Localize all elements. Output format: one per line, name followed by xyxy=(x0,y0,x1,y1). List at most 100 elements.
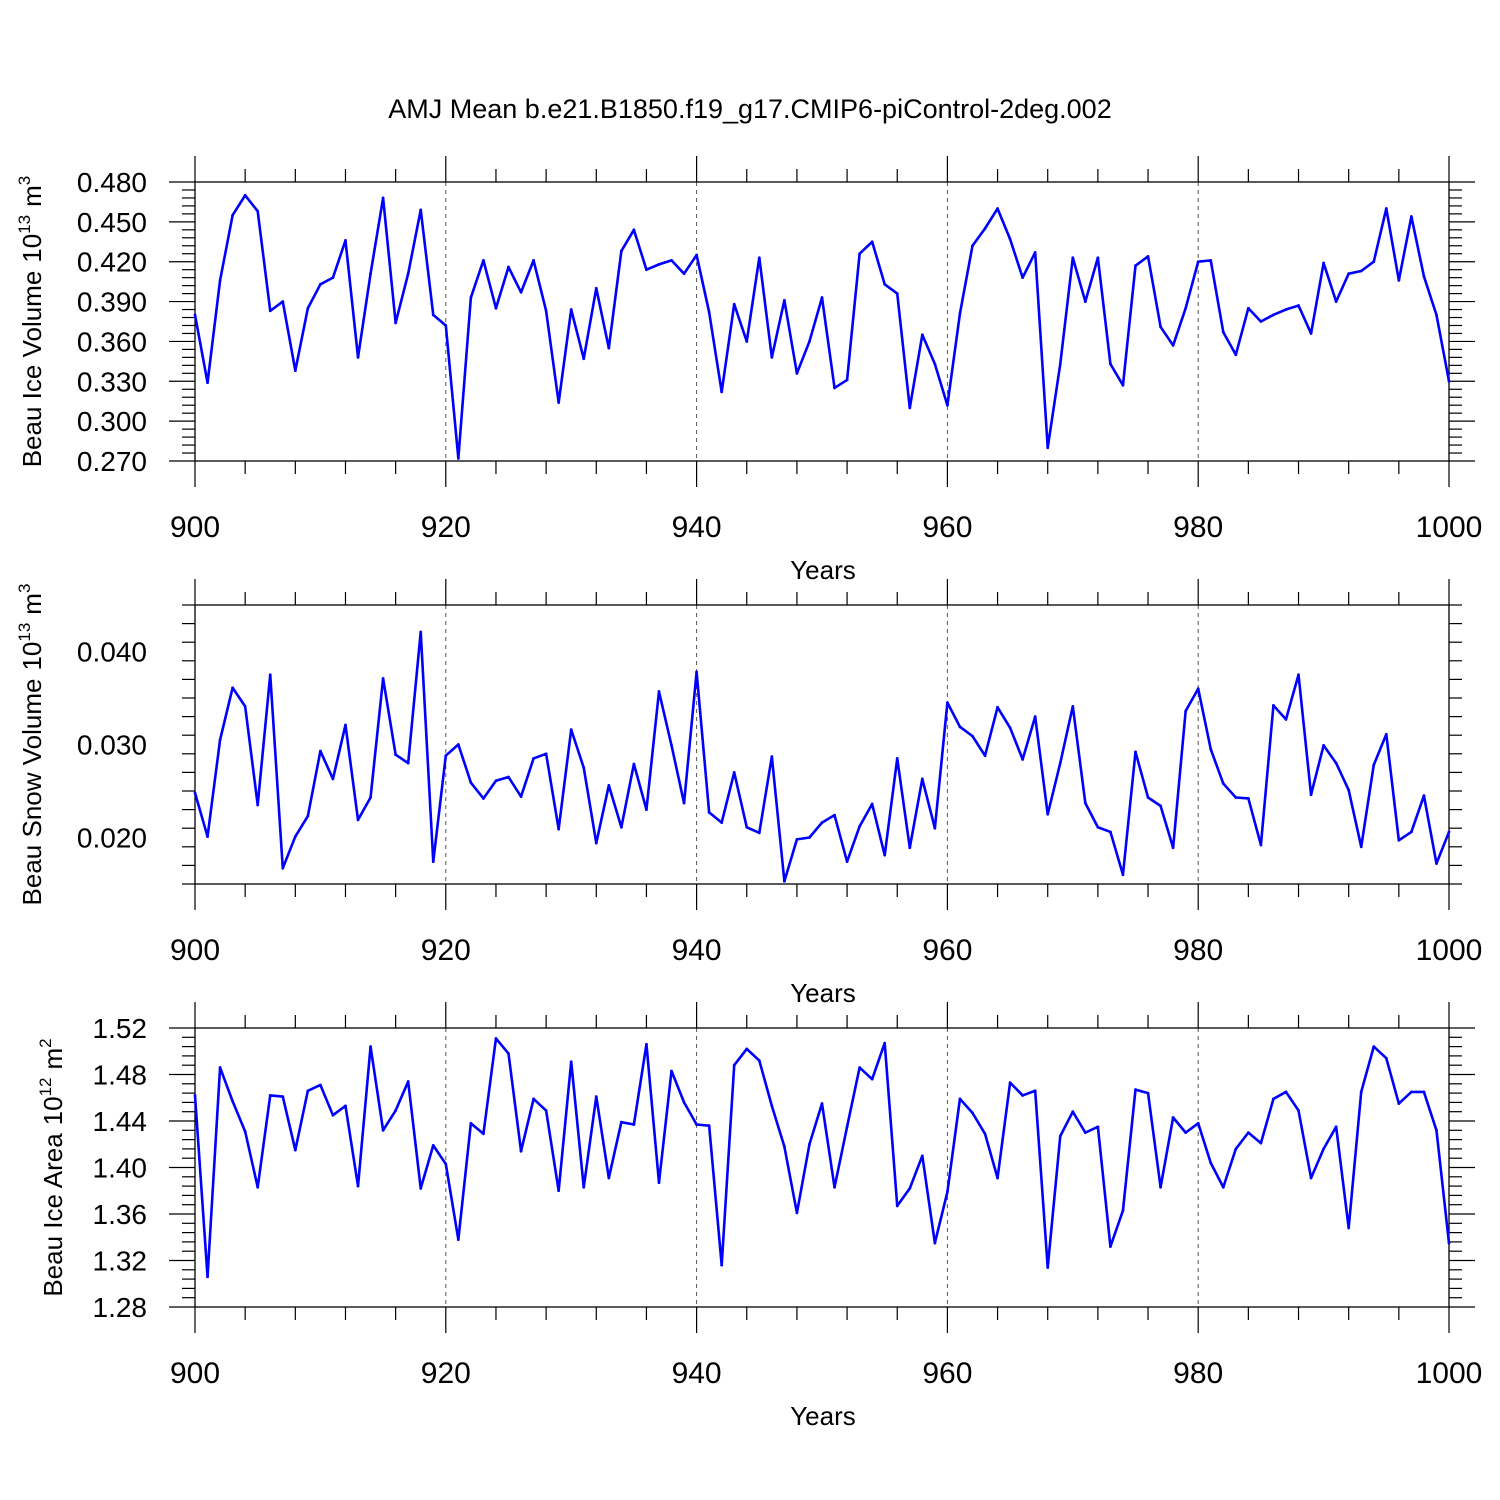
y-axis-label-unit-base: 10 xyxy=(17,234,47,263)
data-point xyxy=(770,355,774,359)
data-point xyxy=(306,814,310,818)
data-point xyxy=(820,296,824,299)
y-tick-label: 0.390 xyxy=(77,287,147,318)
data-point xyxy=(444,1162,448,1166)
data-point xyxy=(770,1104,774,1108)
data-point xyxy=(507,1052,510,1055)
data-point xyxy=(782,879,786,883)
data-point xyxy=(1033,251,1037,254)
data-point xyxy=(920,333,924,337)
data-point xyxy=(1184,1131,1188,1135)
data-point xyxy=(519,1149,523,1153)
data-point xyxy=(1008,237,1012,241)
y-axis-label-unit-m: m xyxy=(38,1048,68,1070)
y-tick-label: 0.450 xyxy=(77,207,147,238)
data-point xyxy=(1322,744,1325,747)
x-tick-label: 900 xyxy=(170,1357,220,1390)
data-point xyxy=(845,378,849,382)
data-point xyxy=(519,290,523,294)
data-point xyxy=(1083,300,1087,303)
data-point xyxy=(845,860,849,864)
data-point xyxy=(1209,747,1213,751)
data-point xyxy=(1397,278,1401,282)
y-axis-label-unit-exp: 13 xyxy=(15,623,34,642)
data-point xyxy=(1196,687,1200,691)
data-point xyxy=(1146,796,1150,799)
data-point xyxy=(920,1154,924,1158)
y-axis-label-name: Beau Snow Volume xyxy=(17,679,47,906)
data-point xyxy=(293,1148,297,1152)
data-point xyxy=(1334,1125,1338,1129)
data-point xyxy=(619,825,623,829)
data-point xyxy=(870,1077,874,1081)
data-point xyxy=(782,1145,786,1148)
data-point xyxy=(1159,1185,1162,1189)
data-point xyxy=(431,313,435,317)
data-point xyxy=(883,1041,887,1045)
data-point xyxy=(895,292,899,295)
data-point xyxy=(657,262,661,266)
data-point xyxy=(256,1185,260,1189)
data-point xyxy=(268,673,272,677)
data-point xyxy=(256,209,260,213)
y-axis-label-unit-pow: 3 xyxy=(15,176,34,185)
data-point xyxy=(1171,846,1175,850)
data-point xyxy=(1221,782,1225,785)
data-point xyxy=(657,1181,661,1185)
data-point xyxy=(1259,1141,1263,1145)
data-point xyxy=(1435,862,1438,865)
data-point xyxy=(1171,1116,1175,1119)
y-axis-label-unit-exp: 13 xyxy=(15,215,34,234)
data-point xyxy=(293,369,297,373)
data-point xyxy=(1033,1089,1037,1093)
data-point xyxy=(231,686,235,690)
x-tick-label: 980 xyxy=(1173,934,1223,967)
data-point xyxy=(319,282,322,286)
data-point xyxy=(444,754,448,758)
data-point xyxy=(1422,1090,1426,1094)
x-tick-label: 960 xyxy=(922,511,972,544)
data-point xyxy=(569,1060,573,1064)
data-point xyxy=(1021,276,1025,280)
data-point xyxy=(1359,1090,1363,1094)
y-axis-label-unit-m: m xyxy=(17,185,47,207)
data-point xyxy=(456,1238,460,1241)
data-point xyxy=(1409,830,1413,834)
data-point xyxy=(1359,845,1363,849)
data-point xyxy=(1083,801,1087,805)
y-tick-label: 0.480 xyxy=(77,167,147,198)
data-point xyxy=(908,1187,912,1190)
y-axis-label-unit-base: 10 xyxy=(38,1096,68,1125)
data-point xyxy=(1121,873,1125,877)
data-point xyxy=(1322,1147,1325,1151)
data-point xyxy=(908,406,912,410)
x-tick-label: 940 xyxy=(672,511,722,544)
data-point xyxy=(1246,797,1250,800)
x-tick-label: 900 xyxy=(170,511,220,544)
data-point xyxy=(306,1089,310,1093)
data-point xyxy=(670,1069,673,1073)
y-tick-label: 0.330 xyxy=(77,366,147,397)
data-point xyxy=(1021,757,1025,761)
data-point xyxy=(1109,362,1112,366)
data-point xyxy=(1397,1102,1401,1105)
data-point xyxy=(1359,269,1363,273)
data-point xyxy=(707,810,711,814)
data-point xyxy=(1272,1097,1275,1101)
data-point xyxy=(344,239,347,242)
data-point xyxy=(406,272,410,276)
y-tick-label: 0.040 xyxy=(77,637,147,668)
data-point xyxy=(381,196,385,200)
data-point xyxy=(218,738,222,742)
data-point xyxy=(356,1184,360,1188)
data-point xyxy=(632,762,636,766)
y-tick-label: 1.40 xyxy=(93,1153,148,1184)
data-point xyxy=(1096,256,1100,260)
data-point xyxy=(507,265,510,269)
data-point xyxy=(958,312,962,315)
data-point xyxy=(745,1047,749,1051)
data-point xyxy=(456,743,460,746)
data-point xyxy=(356,818,360,822)
data-point xyxy=(895,1204,899,1208)
data-point xyxy=(745,825,749,829)
